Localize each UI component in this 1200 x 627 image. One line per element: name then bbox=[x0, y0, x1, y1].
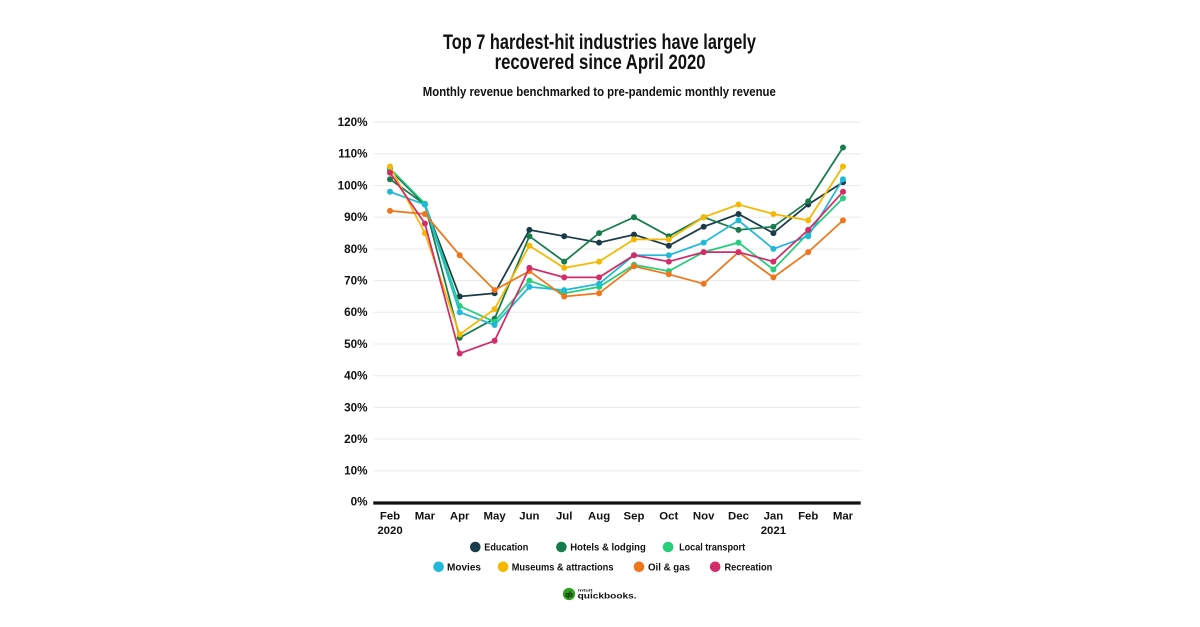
svg-text:Education: Education bbox=[484, 543, 528, 554]
svg-text:110%: 110% bbox=[338, 148, 368, 161]
svg-text:Nov: Nov bbox=[693, 510, 715, 522]
svg-text:Local transport: Local transport bbox=[679, 543, 746, 554]
svg-text:recovered since April 2020: recovered since April 2020 bbox=[495, 50, 706, 74]
svg-text:120%: 120% bbox=[338, 116, 369, 129]
svg-text:50%: 50% bbox=[344, 338, 368, 351]
svg-text:Apr: Apr bbox=[450, 510, 470, 522]
svg-text:Mar: Mar bbox=[415, 510, 436, 522]
svg-text:40%: 40% bbox=[344, 370, 368, 383]
svg-text:0%: 0% bbox=[351, 496, 369, 509]
svg-text:Sep: Sep bbox=[624, 510, 645, 522]
svg-text:Movies: Movies bbox=[447, 562, 481, 573]
svg-text:Mar: Mar bbox=[833, 510, 854, 522]
svg-text:Dec: Dec bbox=[728, 510, 749, 522]
svg-text:Feb: Feb bbox=[798, 510, 818, 522]
svg-text:Oil & gas: Oil & gas bbox=[648, 562, 690, 573]
svg-text:Jun: Jun bbox=[519, 510, 539, 522]
svg-text:80%: 80% bbox=[344, 243, 368, 256]
svg-text:Museums & attractions: Museums & attractions bbox=[512, 562, 614, 573]
svg-text:quickbooks.: quickbooks. bbox=[578, 590, 637, 600]
svg-text:Oct: Oct bbox=[659, 510, 678, 522]
svg-text:2020: 2020 bbox=[377, 525, 402, 537]
svg-text:Jan: Jan bbox=[764, 510, 784, 522]
svg-text:20%: 20% bbox=[344, 433, 368, 446]
svg-text:Top 7 hardest-hit industries h: Top 7 hardest-hit industries have largel… bbox=[443, 30, 756, 54]
svg-text:60%: 60% bbox=[344, 306, 368, 319]
svg-text:30%: 30% bbox=[344, 401, 368, 414]
svg-text:Recreation: Recreation bbox=[725, 562, 773, 573]
svg-text:May: May bbox=[484, 510, 507, 522]
svg-text:Hotels & lodging: Hotels & lodging bbox=[570, 543, 646, 554]
svg-text:qb: qb bbox=[565, 590, 573, 599]
svg-text:2021: 2021 bbox=[761, 525, 787, 537]
svg-text:10%: 10% bbox=[344, 465, 368, 478]
svg-text:intuit: intuit bbox=[578, 588, 594, 592]
svg-text:Aug: Aug bbox=[588, 510, 610, 522]
svg-text:Jul: Jul bbox=[556, 510, 572, 522]
svg-text:Feb: Feb bbox=[380, 510, 400, 522]
svg-text:100%: 100% bbox=[338, 179, 369, 192]
svg-text:90%: 90% bbox=[344, 211, 368, 224]
svg-text:Monthly revenue benchmarked to: Monthly revenue benchmarked to pre-pande… bbox=[423, 84, 776, 99]
svg-text:70%: 70% bbox=[344, 275, 368, 288]
